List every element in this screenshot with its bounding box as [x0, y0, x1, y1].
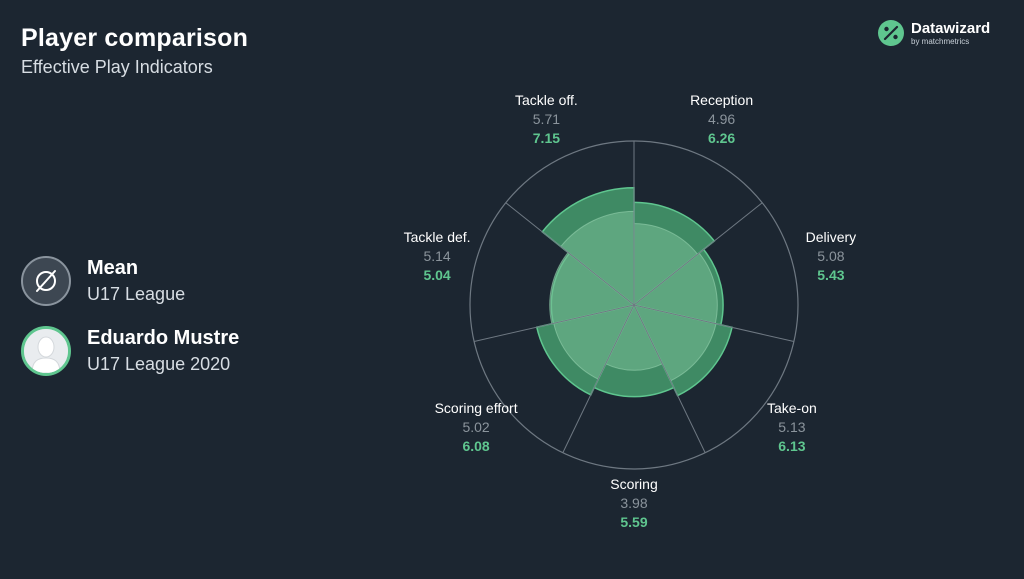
mean-value-label: 5.13 — [778, 419, 805, 435]
category-label-group-6: Tackle off. 5.71 7.15 — [515, 92, 578, 146]
mean-wedge-5 — [549, 251, 636, 325]
legend-mean-sub: U17 League — [87, 284, 186, 304]
mean-wedge-1 — [632, 252, 718, 325]
player-value-label: 5.43 — [817, 267, 844, 283]
chart-spoke-5 — [473, 304, 635, 342]
chart-spoke-2 — [633, 304, 795, 342]
mean-wedge-3 — [605, 303, 663, 371]
mean-value-label: 4.96 — [708, 111, 735, 127]
legend-player: Eduardo Mustre U17 League 2020 — [21, 326, 239, 376]
page-subtitle: Effective Play Indicators — [21, 57, 213, 77]
chart-spoke-3 — [633, 304, 706, 453]
category-label-group-0: Reception 4.96 6.26 — [690, 92, 753, 146]
player-value-label: 5.59 — [620, 514, 647, 530]
chart-spoke-1 — [633, 202, 763, 306]
player-value-label: 5.04 — [423, 267, 450, 283]
brand-name: Datawizard — [911, 19, 991, 37]
brand-logo: Datawizard by matchmetrics — [878, 20, 990, 46]
legend-player-name: Eduardo Mustre — [87, 327, 240, 349]
page-title: Player comparison — [21, 24, 249, 52]
empty-set-icon — [36, 270, 56, 292]
legend-mean: Mean U17 League — [21, 256, 185, 306]
mean-value-label: 3.98 — [620, 495, 647, 511]
category-label-group-3: Scoring 3.98 5.59 — [610, 476, 657, 530]
datawizard-logo-icon — [878, 20, 904, 46]
category-label: Tackle def. — [404, 229, 471, 245]
mean-value-label: 5.14 — [423, 248, 450, 264]
category-label: Scoring effort — [435, 400, 518, 416]
mean-value-label: 5.71 — [533, 111, 560, 127]
player-avatar — [21, 326, 71, 376]
mean-wedge-2 — [633, 304, 717, 382]
mean-value-label: 5.08 — [817, 248, 844, 264]
category-label: Take-on — [767, 400, 817, 416]
chart-spoke-4 — [562, 304, 635, 453]
mean-wedge-6 — [560, 210, 635, 307]
brand-tagline: by matchmetrics — [911, 36, 970, 46]
player-value-label: 6.26 — [708, 130, 735, 146]
category-label-group-5: Tackle def. 5.14 5.04 — [404, 229, 471, 283]
legend-mean-name: Mean — [87, 257, 139, 279]
chart-spoke-6 — [505, 202, 635, 306]
mean-avatar — [21, 256, 71, 306]
category-label: Tackle off. — [515, 92, 578, 108]
player-value-label: 6.13 — [778, 438, 805, 454]
person-silhouette-icon — [24, 329, 68, 373]
category-label-group-2: Take-on 5.13 6.13 — [767, 400, 817, 454]
category-label-group-4: Scoring effort 5.02 6.08 — [435, 400, 518, 454]
mean-wedge-0 — [633, 223, 699, 307]
mean-value-label: 5.02 — [462, 419, 489, 435]
player-value-label: 7.15 — [533, 130, 560, 146]
category-label: Reception — [690, 92, 753, 108]
mean-wedge-4 — [553, 304, 635, 380]
player-value-label: 6.08 — [462, 438, 489, 454]
category-label-group-1: Delivery 5.08 5.43 — [806, 229, 857, 283]
category-label: Delivery — [806, 229, 857, 245]
category-label: Scoring — [610, 476, 657, 492]
legend-player-sub: U17 League 2020 — [87, 354, 231, 374]
